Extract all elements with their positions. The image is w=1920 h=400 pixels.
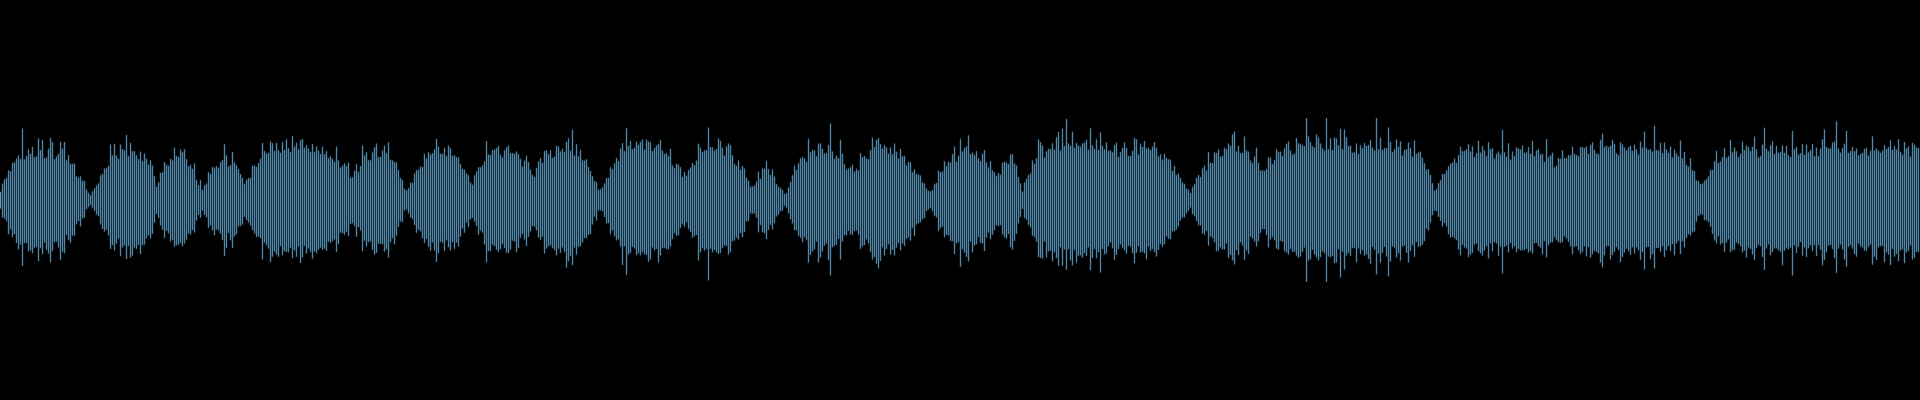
audio-waveform-viewer[interactable] bbox=[0, 0, 1920, 400]
waveform-canvas[interactable] bbox=[0, 0, 1920, 400]
